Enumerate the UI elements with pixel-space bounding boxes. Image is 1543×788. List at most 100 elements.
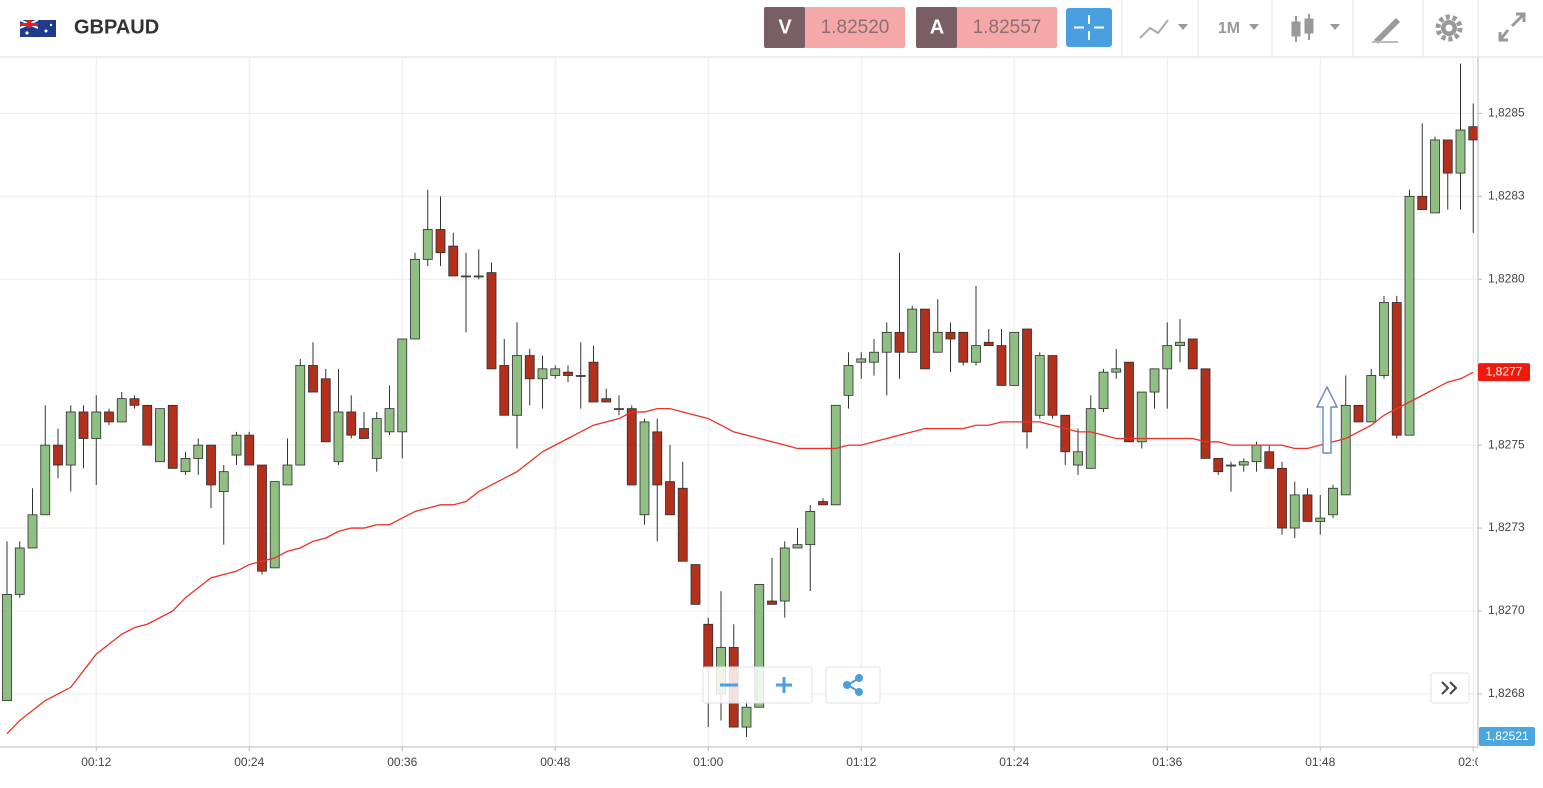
candle-body <box>1060 414 1071 453</box>
fullscreen-button[interactable] <box>1498 12 1526 42</box>
candle-body <box>805 511 816 546</box>
candle-body <box>1468 126 1478 141</box>
candle-body <box>231 434 242 456</box>
candle-body <box>1430 139 1440 214</box>
sell-button[interactable]: V 1.82520 <box>764 7 905 48</box>
share-button[interactable] <box>825 666 881 704</box>
candle-body <box>881 331 892 353</box>
candle-body <box>1251 444 1262 463</box>
candle-body <box>461 275 471 278</box>
candle-body <box>269 481 280 569</box>
ma-price-tag <box>1478 363 1530 382</box>
x-tick-label: 00:12 <box>81 755 111 769</box>
candle-body <box>448 245 459 277</box>
candle-body <box>754 584 765 708</box>
candle-body <box>1124 361 1134 443</box>
candle-body <box>206 444 216 486</box>
candle-body <box>1213 457 1224 473</box>
candle-body <box>601 398 612 403</box>
candle-body <box>308 365 318 393</box>
candle-body <box>1009 331 1020 386</box>
candle-style-button[interactable] <box>1291 14 1340 42</box>
draw-button[interactable] <box>1372 18 1400 44</box>
x-tick-label: 00:36 <box>387 755 417 769</box>
candle-body <box>626 408 637 486</box>
candle-body <box>741 706 752 728</box>
separators <box>1121 0 1479 57</box>
candle-body <box>1404 195 1415 436</box>
timeframe-button[interactable]: 1M <box>1218 20 1259 37</box>
candle-body <box>14 547 25 595</box>
candle-body <box>193 444 204 459</box>
candle-body <box>1226 464 1236 467</box>
candle-body <box>142 404 153 446</box>
axes <box>0 57 1479 748</box>
candle-body <box>499 365 510 416</box>
candle-body <box>843 365 854 396</box>
axis-labels: 1,8268 1,8270 1,8273 1,8275 1,8280 1,8283 1,82… <box>81 106 1535 769</box>
zoom-controls <box>702 666 1470 704</box>
candle-body <box>1187 338 1198 370</box>
sell-price: 1.82520 <box>821 17 890 38</box>
candle-body <box>1379 302 1389 376</box>
candle-body <box>486 272 497 370</box>
candle-body <box>575 375 586 377</box>
candle-body <box>397 338 408 433</box>
candle-body <box>1073 451 1083 466</box>
y-tick-label: 1,8268 <box>1488 686 1525 700</box>
chart-type-button[interactable] <box>1139 19 1188 39</box>
candle-body <box>550 368 561 376</box>
candle-body <box>907 308 918 353</box>
candle-body <box>295 365 306 466</box>
candle-body <box>1111 368 1122 373</box>
candle-body <box>422 229 433 260</box>
y-tick-label: 1,8275 <box>1488 437 1525 451</box>
candle-body <box>78 411 89 439</box>
candle-body <box>1264 451 1275 469</box>
candle-body <box>167 404 178 469</box>
candle-body <box>1200 368 1211 459</box>
x-tick-label: 01:36 <box>1152 755 1182 769</box>
crosshair-button[interactable] <box>1066 8 1112 47</box>
candle-body <box>856 358 867 363</box>
scroll-right-button[interactable] <box>1430 672 1470 704</box>
candle-body <box>435 229 446 254</box>
candle-body <box>116 398 127 423</box>
flag-icon <box>19 19 56 37</box>
moving-average-line <box>6 371 1474 735</box>
candle-body <box>384 408 395 433</box>
candle-body <box>410 258 420 340</box>
candle-body <box>282 464 293 486</box>
candle-body <box>792 544 803 549</box>
candle-body <box>869 351 879 363</box>
x-tick-label: 01:00 <box>693 755 723 769</box>
candle-body <box>703 623 714 668</box>
y-tick-label: 1,8270 <box>1488 603 1525 617</box>
candle-body <box>1340 404 1351 496</box>
candle-body <box>996 345 1007 386</box>
candle-body <box>180 457 191 473</box>
candle-body <box>104 411 114 423</box>
x-tick-label: 00:48 <box>540 755 570 769</box>
candle-body <box>830 404 841 506</box>
buy-button[interactable]: A 1.82557 <box>916 7 1057 48</box>
candle-body <box>155 408 165 463</box>
candle-body <box>1149 368 1160 393</box>
y-tick-label: 1,8285 <box>1488 106 1525 120</box>
candle-body <box>473 275 484 278</box>
candle-body <box>588 361 599 403</box>
candle-body <box>665 481 675 516</box>
candle-body <box>257 464 267 572</box>
bid-price-label: 1,82521 <box>1485 729 1529 743</box>
candle-body <box>244 434 255 466</box>
candle-body <box>1136 391 1147 443</box>
settings-button[interactable] <box>1435 14 1463 42</box>
candle-body <box>1034 355 1045 416</box>
candle-body <box>524 355 535 380</box>
candle-body <box>1238 461 1249 466</box>
zoom-in-button[interactable] <box>776 677 792 693</box>
buy-price: 1.82557 <box>973 17 1042 38</box>
candle-body <box>333 411 344 463</box>
candle-body <box>91 411 102 439</box>
